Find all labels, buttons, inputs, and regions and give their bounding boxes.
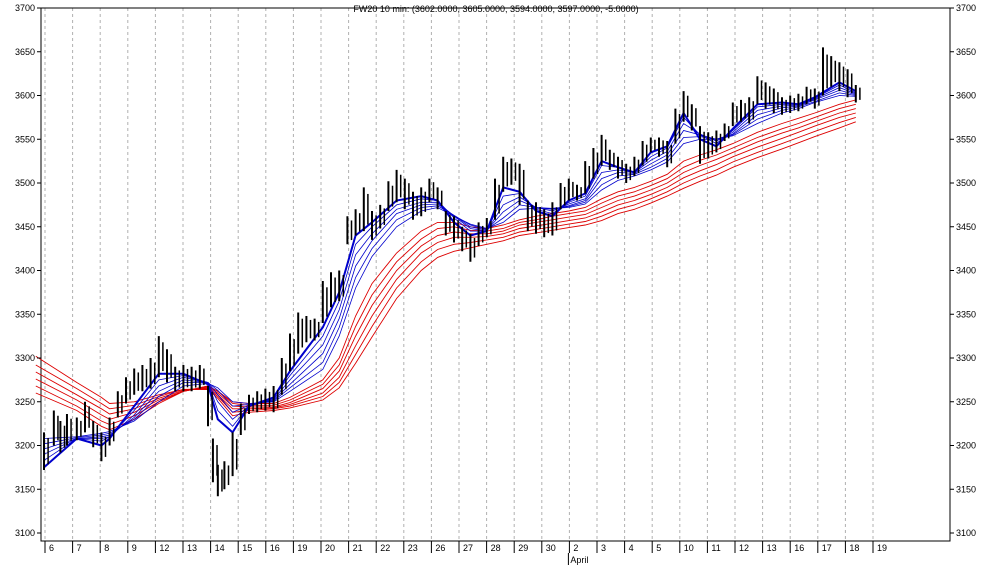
y-tick-label-right: 3100 <box>956 528 976 538</box>
x-tick-label: 16 <box>794 543 804 553</box>
y-tick-label-right: 3200 <box>956 441 976 451</box>
x-tick-label: 6 <box>49 543 54 553</box>
y-tick-label-left: 3300 <box>15 353 35 363</box>
y-tick-label-right: 3550 <box>956 134 976 144</box>
x-tick-label: 15 <box>242 543 252 553</box>
x-tick-label: 2 <box>573 543 578 553</box>
y-tick-label-right: 3700 <box>956 3 976 13</box>
x-tick-label: 29 <box>518 543 528 553</box>
y-tick-label-left: 3150 <box>15 484 35 494</box>
x-tick-label: 7 <box>77 543 82 553</box>
x-tick-label: 4 <box>629 543 634 553</box>
y-tick-label-left: 3650 <box>15 47 35 57</box>
grid-lines <box>44 8 874 541</box>
x-tick-label: 19 <box>877 543 887 553</box>
x-tick-label: 17 <box>822 543 832 553</box>
y-tick-label-left: 3500 <box>15 178 35 188</box>
y-tick-label-left: 3100 <box>15 528 35 538</box>
y-tick-label-left: 3700 <box>15 3 35 13</box>
y-tick-label-right: 3600 <box>956 91 976 101</box>
x-tick-label: 14 <box>215 543 225 553</box>
y-tick-label-right: 3400 <box>956 266 976 276</box>
x-tick-label: 13 <box>767 543 777 553</box>
x-tick-label: 18 <box>849 543 859 553</box>
y-tick-label-right: 3300 <box>956 353 976 363</box>
x-tick-label: 28 <box>491 543 501 553</box>
x-tick-label: 23 <box>408 543 418 553</box>
x-tick-label: 11 <box>711 543 720 553</box>
y-axis-left: 3100 3150 3200 3250 3300 3350 3400 3450 3500 3550… <box>15 3 41 538</box>
y-tick-label-right: 3500 <box>956 178 976 188</box>
y-tick-label-left: 3550 <box>15 134 35 144</box>
x-tick-label: 9 <box>132 543 137 553</box>
y-tick-label-right: 3450 <box>956 222 976 232</box>
y-tick-label-right: 3150 <box>956 484 976 494</box>
y-axis-right: 3100 3150 3200 3250 3300 3350 3400 3450 3500 3550… <box>950 3 976 538</box>
x-tick-label: 30 <box>546 543 556 553</box>
price-bars <box>43 47 861 497</box>
x-tick-label: 13 <box>187 543 197 553</box>
x-tick-label: 12 <box>159 543 169 553</box>
x-tick-label: 26 <box>435 543 445 553</box>
y-tick-label-left: 3450 <box>15 222 35 232</box>
y-tick-label-right: 3350 <box>956 309 976 319</box>
chart-title: FW20 10 min: (3602.0000, 3605.0000, 3594… <box>353 4 638 14</box>
x-tick-label: 19 <box>297 543 307 553</box>
x-tick-label: 27 <box>463 543 473 553</box>
y-tick-label-left: 3350 <box>15 309 35 319</box>
x-tick-label: 12 <box>739 543 749 553</box>
x-axis: 6 7 8 9 12 13 14 15 16 19 20 21 22 23 26 27 28 29 30 2 3 4 5 10… <box>44 541 887 565</box>
x-tick-label: 5 <box>656 543 661 553</box>
x-tick-label: 8 <box>104 543 109 553</box>
y-tick-label-left: 3400 <box>15 266 35 276</box>
month-label: April <box>570 555 588 565</box>
y-tick-label-right: 3250 <box>956 397 976 407</box>
x-tick-label: 20 <box>325 543 335 553</box>
plot-frame <box>40 7 951 542</box>
y-tick-label-right: 3650 <box>956 47 976 57</box>
y-tick-label-left: 3600 <box>15 91 35 101</box>
x-tick-label: 3 <box>601 543 606 553</box>
x-tick-label: 22 <box>380 543 390 553</box>
x-tick-label: 10 <box>684 543 694 553</box>
y-tick-label-left: 3250 <box>15 397 35 407</box>
x-tick-label: 16 <box>270 543 280 553</box>
y-tick-label-left: 3200 <box>15 441 35 451</box>
x-tick-label: 21 <box>353 543 363 553</box>
